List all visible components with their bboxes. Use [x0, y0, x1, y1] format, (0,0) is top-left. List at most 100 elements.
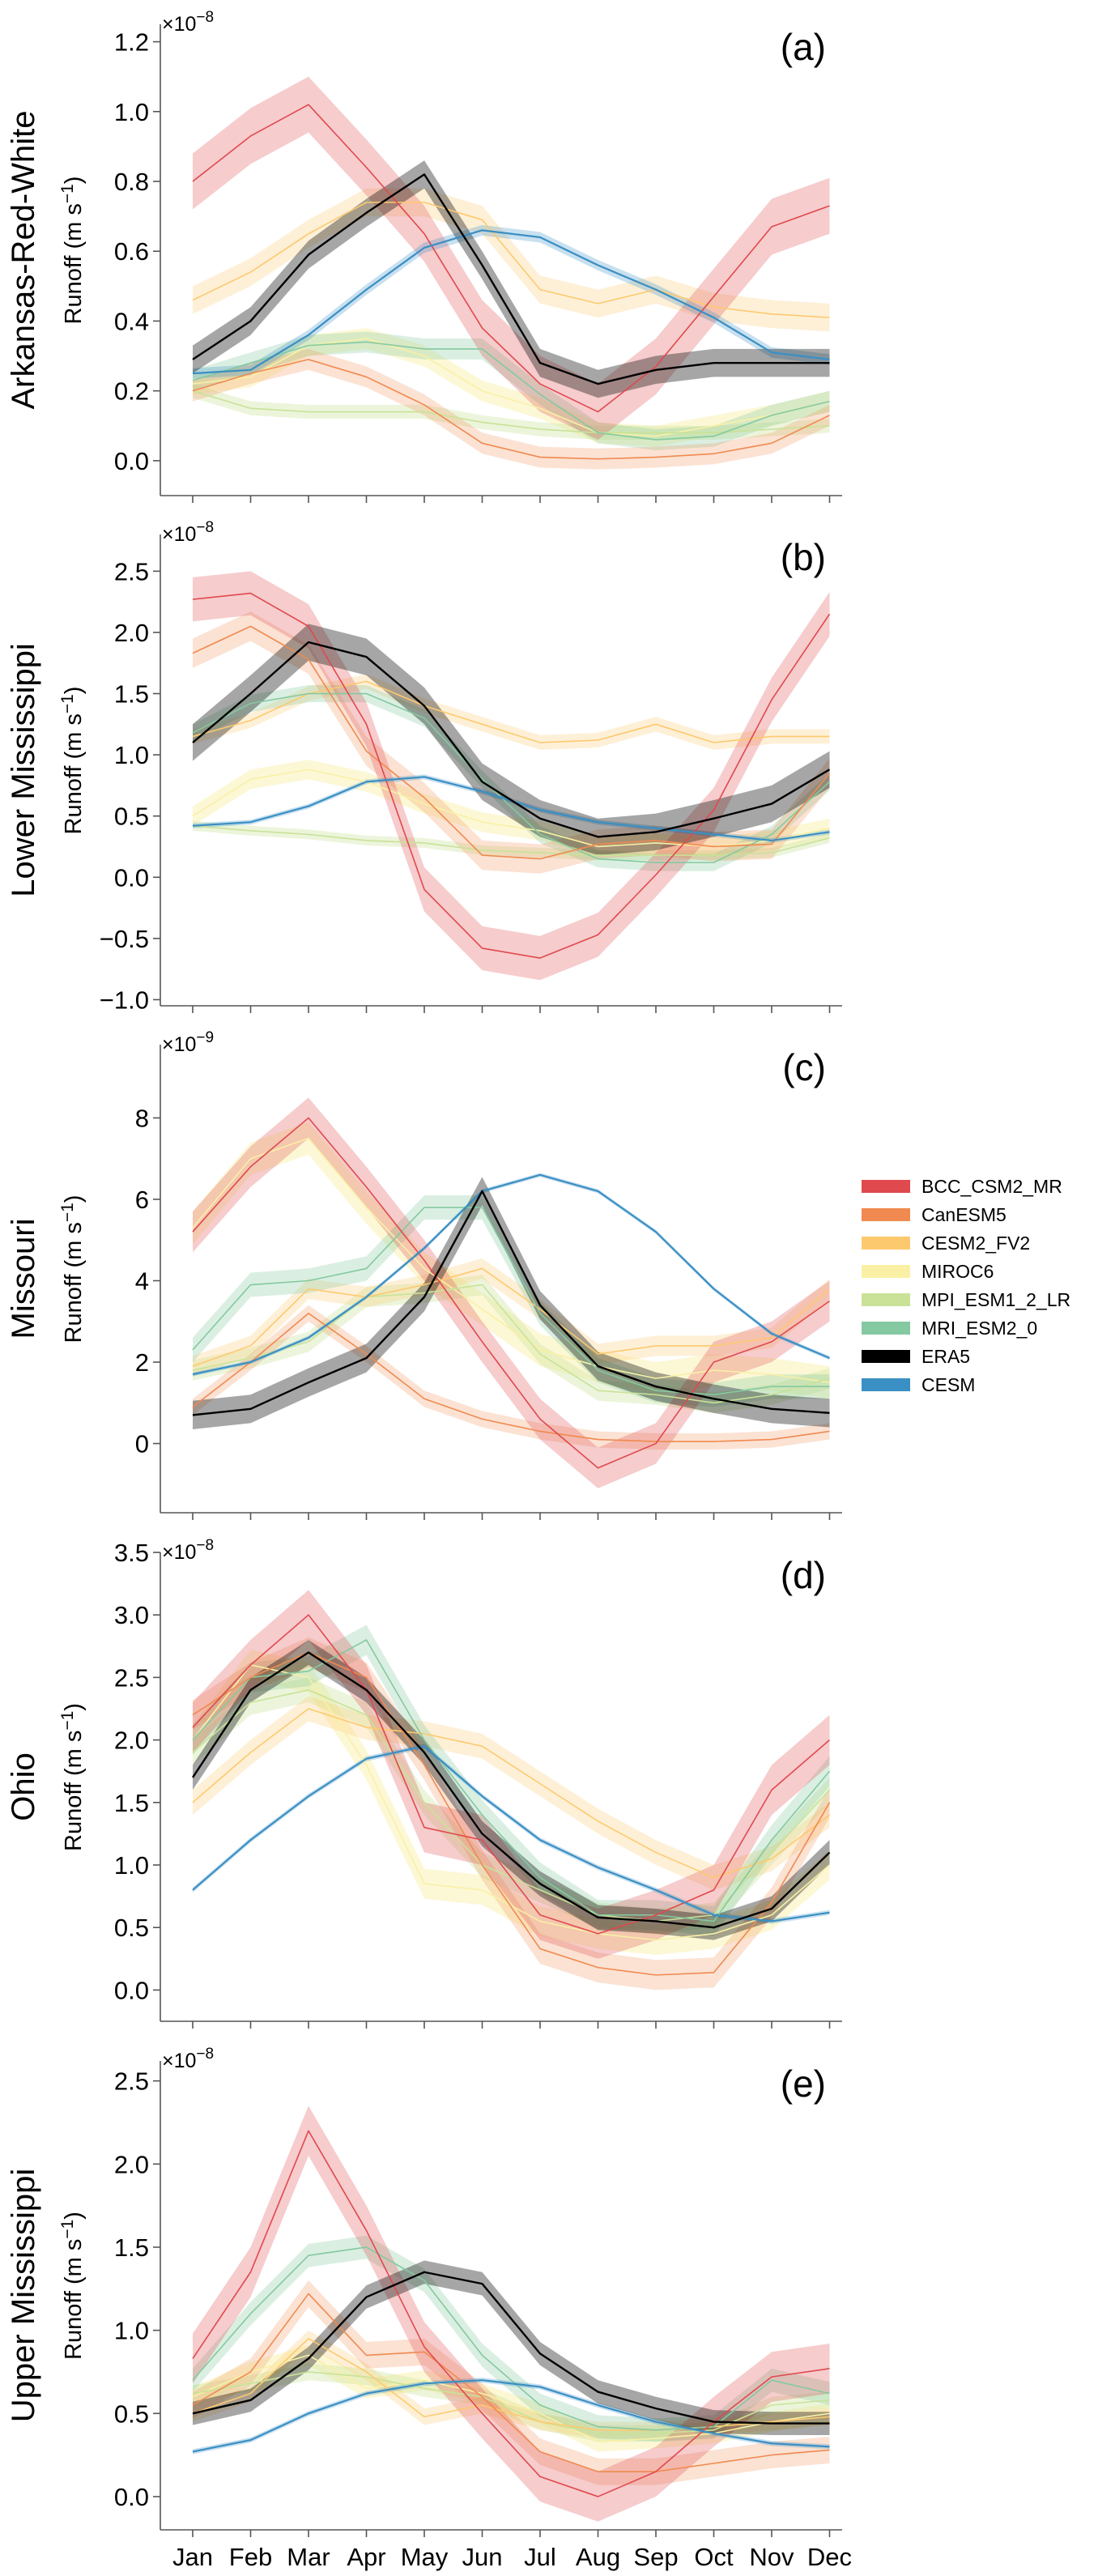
y-tick-label: −0.5	[100, 925, 149, 953]
multiplier-exponent: −8	[196, 2046, 214, 2063]
y-tick-label: 0	[135, 1430, 149, 1458]
legend-swatch	[862, 1180, 910, 1193]
y-axis-label-exponent: −1	[58, 1203, 77, 1222]
y-tick-label: 0.4	[114, 307, 149, 335]
legend-label: CESM	[921, 1374, 975, 1395]
y-tick-label: 0.0	[114, 2483, 149, 2511]
legend-item-mri-esm2-0: MRI_ESM2_0	[862, 1318, 1037, 1339]
y-axis-label-text: Runoff (m s	[61, 2239, 87, 2360]
y-tick-label: 4	[135, 1267, 149, 1296]
legend-swatch	[862, 1237, 910, 1250]
band-cesm2-fv2	[193, 674, 830, 750]
basin-title: Arkansas-Red-White	[6, 110, 41, 409]
y-axis-label: Runoff (m s−1)	[58, 2212, 87, 2360]
y-tick-label: 2.5	[114, 1663, 149, 1692]
legend-item-bcc-csm2-mr: BCC_CSM2_MR	[862, 1176, 1062, 1197]
y-tick-label: 1.0	[114, 2317, 149, 2345]
legend-item-miroc6: MIROC6	[862, 1261, 994, 1282]
panel-label: (c)	[782, 1046, 826, 1088]
legend: BCC_CSM2_MR CanESM5 CESM2_FV2 MIROC6 MPI_ESM…	[862, 1176, 1070, 1395]
legend-item-canesm5: CanESM5	[862, 1204, 1006, 1225]
y-tick-label: 3.5	[114, 1539, 149, 1567]
y-tick-label: 0.0	[114, 863, 149, 892]
legend-item-cesm: CESM	[862, 1374, 975, 1395]
legend-swatch	[862, 1350, 910, 1363]
panel-arkansas-red-white: 0.00.20.40.60.81.01.2×10−8(a)Arkansas-Re…	[6, 9, 842, 503]
legend-label: ERA5	[921, 1346, 970, 1367]
y-tick-label: 2.5	[114, 2067, 149, 2096]
panel-label: (d)	[781, 1554, 826, 1596]
x-tick-label: Sep	[633, 2543, 678, 2571]
y-axis-label: Runoff (m s−1)	[58, 1195, 87, 1343]
y-axis-label: Runoff (m s−1)	[58, 1703, 87, 1851]
y-axis-label-text: Runoff (m s	[61, 1731, 87, 1851]
y-axis-label-exponent: −1	[58, 2220, 77, 2239]
y-tick-label: 6	[135, 1186, 149, 1214]
multiplier-exponent: −8	[196, 519, 214, 536]
x-tick-label: Aug	[576, 2543, 620, 2571]
y-axis-label-text: Runoff (m s	[61, 713, 87, 834]
y-axis-label-text: Runoff (m s	[61, 1222, 87, 1343]
legend-label: MIROC6	[921, 1261, 994, 1282]
y-tick-label: 1.5	[114, 2233, 149, 2262]
legend-label: MPI_ESM1_2_LR	[921, 1289, 1070, 1310]
y-tick-label: 2.0	[114, 619, 149, 647]
multiplier-label: ×10−9	[162, 1029, 214, 1056]
legend-item-mpi-esm1-2-lr: MPI_ESM1_2_LR	[862, 1289, 1070, 1310]
multiplier-label: ×10−8	[162, 1537, 214, 1564]
y-tick-label: 1.0	[114, 1851, 149, 1880]
x-tick-label: Jul	[524, 2543, 556, 2571]
legend-swatch	[862, 1208, 910, 1221]
x-tick-label: Feb	[229, 2543, 272, 2571]
y-tick-label: 0.5	[114, 803, 149, 831]
x-tick-label: May	[401, 2543, 449, 2571]
y-axis-label-close: )	[61, 687, 87, 695]
x-tick-label: Dec	[807, 2543, 852, 2571]
y-tick-label: 0.6	[114, 237, 149, 266]
y-tick-label: 2	[135, 1348, 149, 1377]
x-tick-label: Jun	[462, 2543, 503, 2571]
y-tick-label: −1.0	[100, 986, 149, 1014]
basin-title: Missouri	[6, 1219, 41, 1339]
legend-item-era5: ERA5	[862, 1346, 970, 1367]
basin-title: Lower Mississippi	[6, 643, 41, 896]
panel-upper-mississippi: 0.00.51.01.52.02.5×10−8(e)Upper Mississi…	[6, 2046, 852, 2571]
y-axis-label-exponent: −1	[58, 694, 77, 713]
y-tick-label: 0.8	[114, 168, 149, 196]
legend-label: CanESM5	[921, 1204, 1006, 1225]
panel-label: (a)	[781, 26, 826, 68]
y-axis-label-exponent: −1	[58, 184, 77, 203]
y-tick-label: 1.0	[114, 741, 149, 769]
panel-label: (e)	[781, 2063, 826, 2105]
y-axis-label-close: )	[61, 2212, 87, 2220]
multiplier-exponent: −8	[196, 1537, 214, 1554]
y-tick-label: 2.0	[114, 1727, 149, 1755]
y-tick-label: 8	[135, 1104, 149, 1132]
x-tick-label: Oct	[694, 2543, 734, 2571]
legend-swatch	[862, 1322, 910, 1335]
panel-lower-mississippi: −1.0−0.50.00.51.01.52.02.5×10−8(b)Lower …	[6, 519, 842, 1014]
multiplier-label: ×10−8	[162, 9, 214, 36]
y-axis-label-exponent: −1	[58, 1711, 77, 1731]
y-tick-label: 1.2	[114, 28, 149, 57]
legend-swatch	[862, 1293, 910, 1306]
y-tick-label: 1.5	[114, 1789, 149, 1817]
legend-item-cesm2-fv2: CESM2_FV2	[862, 1233, 1030, 1254]
legend-label: BCC_CSM2_MR	[921, 1176, 1062, 1197]
panel-label: (b)	[781, 536, 826, 578]
y-axis-label-close: )	[61, 1703, 87, 1711]
x-tick-label: Nov	[749, 2543, 794, 2571]
x-tick-label: Apr	[347, 2543, 385, 2571]
legend-label: CESM2_FV2	[921, 1233, 1030, 1254]
y-axis-label-close: )	[61, 1195, 87, 1203]
multiplier-label: ×10−8	[162, 519, 214, 546]
panels: 0.00.20.40.60.81.01.2×10−8(a)Arkansas-Re…	[6, 9, 852, 2571]
legend-label: MRI_ESM2_0	[921, 1318, 1037, 1339]
y-tick-label: 2.5	[114, 557, 149, 585]
legend-swatch	[862, 1378, 910, 1391]
y-tick-label: 1.0	[114, 98, 149, 126]
basin-title: Upper Mississippi	[6, 2169, 41, 2422]
y-axis-label: Runoff (m s−1)	[58, 177, 87, 325]
multiplier-exponent: −9	[196, 1029, 214, 1046]
